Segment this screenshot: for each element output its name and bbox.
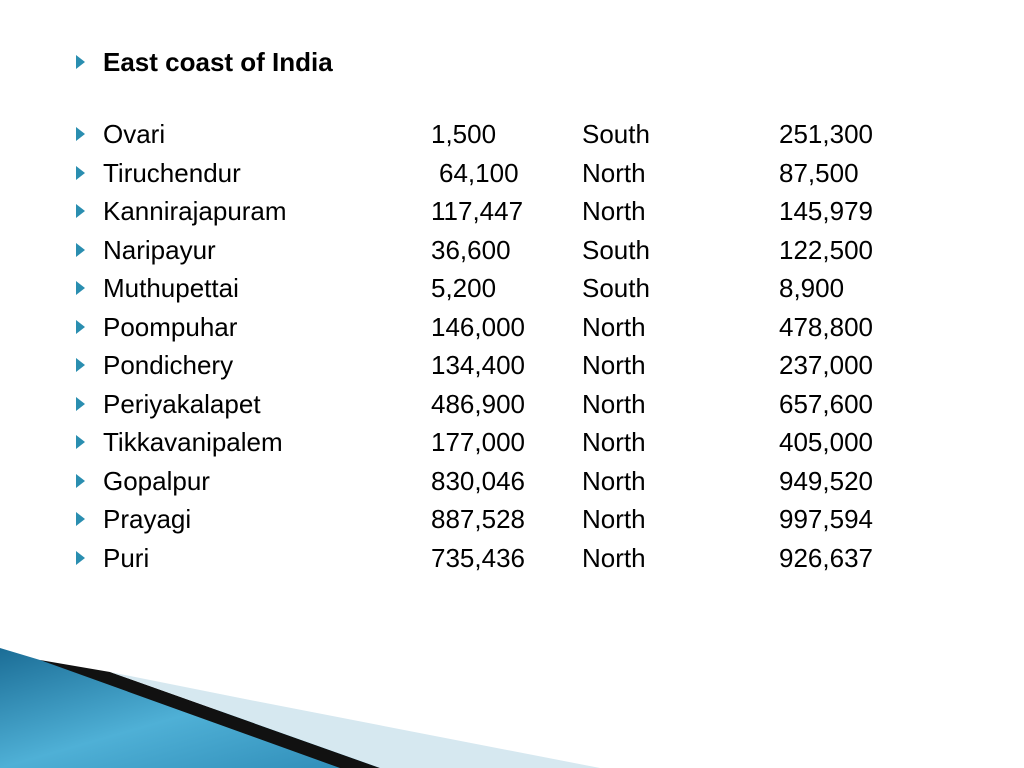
site-name: Gopalpur xyxy=(103,465,210,496)
site-name: Poompuhar xyxy=(103,311,238,342)
bullet-line: Puri 735,436 North 926,637 xyxy=(0,540,1024,576)
bullet-line: Prayagi 887,528 North 997,594 xyxy=(0,501,1024,537)
heading: East coast of India xyxy=(103,47,333,77)
bullet xyxy=(76,435,85,449)
bullet xyxy=(76,550,85,565)
value-1: 830,046 xyxy=(431,465,525,496)
direction: North xyxy=(582,542,646,573)
value-1: 5,200 xyxy=(431,273,497,303)
site-name: Kannirajapuram xyxy=(103,196,287,226)
direction: South xyxy=(582,234,650,265)
bullet-line: Ovari 1,500 South 251,300 xyxy=(0,116,1024,152)
bullet-line: Tiruchendur 64,100 North 87,500 xyxy=(0,155,1024,191)
value-2: 145,979 xyxy=(779,196,873,226)
direction: North xyxy=(582,311,646,342)
bullet-line: Naripayur 36,600 South 122,500 xyxy=(0,232,1024,268)
bullet-line: Tikkavanipalem 177,000 North 405,000 xyxy=(0,424,1024,460)
direction: North xyxy=(582,504,646,534)
bullet-line: Pondichery 134,400 North 237,000 xyxy=(0,347,1024,383)
value-2: 926,637 xyxy=(779,542,873,573)
direction: North xyxy=(582,465,646,496)
bullet-line: Muthupettai 5,200 South 8,900 xyxy=(0,270,1024,306)
direction: North xyxy=(582,350,646,380)
direction: North xyxy=(582,196,646,226)
value-2: 949,520 xyxy=(779,465,873,496)
bullet-line: Kannirajapuram 117,447 North 145,979 xyxy=(0,193,1024,229)
value-1: 36,600 xyxy=(431,234,511,265)
value-1: 887,528 xyxy=(431,504,525,534)
bullet-line: Periyakalapet 486,900 North 657,600 xyxy=(0,386,1024,422)
value-2: 997,594 xyxy=(779,504,873,534)
site-name: Periyakalapet xyxy=(103,388,261,419)
bullet xyxy=(76,127,85,141)
value-1: 64,100 xyxy=(439,157,519,188)
value-1: 1,500 xyxy=(431,119,497,149)
direction: South xyxy=(582,273,650,303)
value-2: 251,300 xyxy=(779,119,873,149)
site-name: Tiruchendur xyxy=(103,157,241,188)
site-name: Pondichery xyxy=(103,350,234,380)
value-1: 117,447 xyxy=(431,196,524,226)
site-name: Prayagi xyxy=(103,504,192,534)
value-2: 478,800 xyxy=(779,311,873,342)
value-1: 735,436 xyxy=(431,542,525,573)
bullet-line: Gopalpur 830,046 North 949,520 xyxy=(0,463,1024,499)
value-2: 87,500 xyxy=(779,157,859,188)
value-1: 486,900 xyxy=(431,388,525,419)
value-2: 657,600 xyxy=(779,388,873,419)
site-name: Ovari xyxy=(103,119,166,149)
site-name: Puri xyxy=(103,542,150,573)
direction: North xyxy=(582,388,646,419)
bullet-line: East coast of India xyxy=(0,44,1024,80)
value-2: 122,500 xyxy=(779,234,873,265)
value-2: 8,900 xyxy=(779,273,845,303)
direction: North xyxy=(582,157,646,188)
bullet xyxy=(76,319,85,334)
bullet xyxy=(76,165,85,180)
value-1: 134,400 xyxy=(431,350,525,380)
site-name: Muthupettai xyxy=(103,273,239,303)
value-2: 405,000 xyxy=(779,427,873,457)
bullet xyxy=(76,358,85,372)
direction: North xyxy=(582,427,646,457)
direction: South xyxy=(582,119,650,149)
bullet xyxy=(76,204,85,218)
site-name: Tikkavanipalem xyxy=(103,427,283,457)
value-1: 177,000 xyxy=(431,427,525,457)
site-name: Naripayur xyxy=(103,234,216,265)
bullet xyxy=(76,242,85,257)
value-1: 146,000 xyxy=(431,311,525,342)
bullet xyxy=(76,512,85,526)
bullet xyxy=(76,55,85,69)
bullet xyxy=(76,281,85,295)
value-2: 237,000 xyxy=(779,350,873,380)
bullet-line: Poompuhar 146,000 North 478,800 xyxy=(0,309,1024,345)
bullet xyxy=(76,396,85,411)
bullet xyxy=(76,473,85,488)
